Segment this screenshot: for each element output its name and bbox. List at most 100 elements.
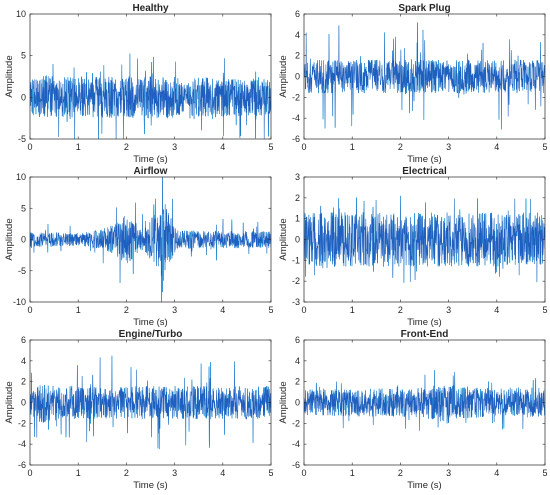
signal-line — [304, 370, 545, 431]
y-tick-label: -2 — [292, 276, 300, 286]
y-tick-label: -3 — [292, 297, 300, 307]
x-tick-label: 2 — [124, 305, 129, 315]
signal-trace — [30, 177, 271, 302]
y-tick-label: 1 — [295, 214, 300, 224]
y-tick-label: 4 — [295, 356, 300, 366]
y-tick-label: 10 — [16, 9, 26, 19]
signal-line — [304, 195, 545, 283]
x-tick-label: 1 — [76, 142, 81, 152]
y-tick-label: 4 — [295, 30, 300, 40]
x-tick-label: 5 — [542, 142, 547, 152]
axes-box — [29, 13, 272, 140]
x-axis-label: Time (s) — [407, 480, 441, 491]
y-tick-label: 6 — [295, 335, 300, 345]
x-axis-label: Time (s) — [133, 480, 167, 491]
y-tick-label: -1 — [292, 255, 300, 265]
x-tick-label: 5 — [542, 305, 547, 315]
x-axis-label: Time (s) — [407, 154, 441, 165]
x-tick-label: 4 — [220, 142, 225, 152]
signal-trace — [30, 53, 271, 139]
x-tick-label: 2 — [124, 468, 129, 478]
y-tick-label: 4 — [21, 356, 26, 366]
x-tick-label: 2 — [124, 142, 129, 152]
y-axis-label: Amplitude — [4, 55, 15, 97]
panel-airflow: 0 1 2 3 4 5 -10 -5 0 5 10 Airflow Time (s) Amplitude — [4, 166, 274, 328]
y-tick-label: -6 — [18, 460, 26, 470]
y-tick-label: -2 — [292, 92, 300, 102]
y-tick-label: -6 — [292, 134, 300, 144]
x-tick-label: 3 — [172, 305, 177, 315]
y-tick-label: 6 — [21, 335, 26, 345]
x-axis-label: Time (s) — [133, 154, 167, 165]
x-tick-label: 2 — [398, 305, 403, 315]
y-tick-label: -5 — [18, 134, 26, 144]
chart-title: Front-End — [401, 329, 449, 340]
x-tick-label: 0 — [301, 468, 306, 478]
panel-engine-turbo: 0 1 2 3 4 5 -6 -4 -2 0 2 4 6 Engine/Turbo Time (s) Ampl… — [4, 329, 274, 491]
signal-trace — [304, 22, 545, 130]
x-tick-label: 4 — [494, 468, 499, 478]
chart-title: Spark Plug — [398, 3, 450, 14]
y-tick-label: -4 — [292, 113, 300, 123]
y-tick-label: 2 — [21, 377, 26, 387]
y-tick-label: 0 — [21, 235, 26, 245]
x-tick-label: 0 — [27, 468, 32, 478]
panel-spark-plug: 0 1 2 3 4 5 -6 -4 -2 0 2 4 6 Spark Plug Time (s) Amplit… — [278, 3, 548, 165]
signal-line — [30, 53, 271, 139]
x-tick-label: 0 — [27, 305, 32, 315]
x-tick-label: 2 — [398, 142, 403, 152]
x-tick-label: 5 — [268, 305, 273, 315]
x-tick-label: 3 — [446, 305, 451, 315]
y-axis-label: Amplitude — [278, 55, 289, 97]
x-tick-label: 1 — [76, 468, 81, 478]
y-tick-label: 5 — [21, 203, 26, 213]
y-tick-label: 0 — [295, 235, 300, 245]
x-tick-label: 3 — [172, 468, 177, 478]
x-tick-label: 1 — [350, 305, 355, 315]
x-axis-label: Time (s) — [407, 317, 441, 328]
x-tick-label: 1 — [350, 142, 355, 152]
y-tick-label: -4 — [18, 439, 26, 449]
x-tick-label: 5 — [268, 468, 273, 478]
y-tick-label: -10 — [13, 297, 26, 307]
y-tick-label: 0 — [21, 92, 26, 102]
panel-front-end: 0 1 2 3 4 5 -6 -4 -2 0 2 4 6 Front-End Time (s) Amplitu… — [278, 329, 548, 491]
signal-line — [30, 355, 271, 450]
x-axis-label: Time (s) — [133, 317, 167, 328]
chart-title: Electrical — [402, 166, 447, 177]
y-tick-label: 10 — [16, 172, 26, 182]
x-tick-label: 5 — [268, 142, 273, 152]
x-tick-label: 3 — [172, 142, 177, 152]
y-tick-label: 0 — [21, 398, 26, 408]
y-axis-label: Amplitude — [278, 218, 289, 260]
chart-title: Healthy — [132, 3, 169, 14]
y-tick-label: 2 — [295, 193, 300, 203]
signal-line — [30, 177, 271, 302]
chart-title: Airflow — [134, 166, 168, 177]
y-tick-label: -2 — [18, 418, 26, 428]
x-tick-label: 3 — [446, 468, 451, 478]
y-axis-label: Amplitude — [278, 381, 289, 423]
y-tick-label: 6 — [295, 9, 300, 19]
y-tick-label: -6 — [292, 460, 300, 470]
x-tick-label: 0 — [27, 142, 32, 152]
signal-trace — [304, 370, 545, 431]
x-tick-label: 0 — [301, 305, 306, 315]
panel-electrical: 0 1 2 3 4 5 -3 -2 -1 0 1 2 3 Electrical Time (s) Amplit… — [278, 166, 548, 328]
x-tick-label: 1 — [76, 305, 81, 315]
x-tick-label: 4 — [220, 468, 225, 478]
x-tick-label: 4 — [220, 305, 225, 315]
signal-trace — [30, 355, 271, 450]
x-tick-label: 4 — [494, 305, 499, 315]
x-tick-label: 4 — [494, 142, 499, 152]
y-axis-label: Amplitude — [4, 218, 15, 260]
y-tick-label: 5 — [21, 51, 26, 61]
y-tick-label: 3 — [295, 172, 300, 182]
y-tick-label: 2 — [295, 377, 300, 387]
x-tick-label: 2 — [398, 468, 403, 478]
y-tick-label: 0 — [295, 72, 300, 82]
x-tick-label: 3 — [446, 142, 451, 152]
y-tick-label: -5 — [18, 266, 26, 276]
